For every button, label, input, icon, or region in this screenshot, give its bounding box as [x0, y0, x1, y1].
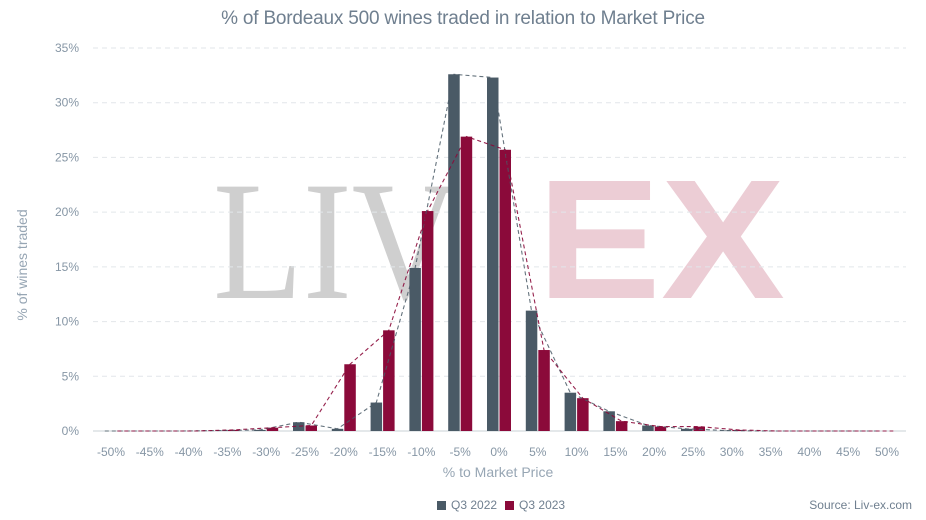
legend-item-q3-2023[interactable]: Q3 2023 — [505, 498, 565, 512]
bar-q3-2023 — [266, 427, 279, 431]
y-tick-label: 5% — [62, 369, 80, 383]
bar-q3-2022 — [293, 422, 305, 431]
x-tick-label: -20% — [330, 445, 358, 459]
bar-q3-2023 — [344, 364, 356, 431]
x-tick-label: -25% — [291, 445, 319, 459]
x-tick-labels: -50% -45% -40% -35% -30% -25% -20% -15% -10% -5% 0… — [97, 445, 899, 459]
y-tick-label: 0% — [62, 424, 80, 438]
x-tick-label: 45% — [836, 445, 860, 459]
y-tick-label: 25% — [55, 150, 79, 164]
bar-q3-2022 — [331, 428, 344, 431]
bar-q3-2023 — [654, 426, 667, 431]
x-tick-label: -5% — [450, 445, 472, 459]
bar-q3-2022 — [448, 74, 460, 432]
x-tick-label: -15% — [369, 445, 397, 459]
bar-q3-2023 — [460, 136, 473, 431]
trend-line-q3-2022 — [104, 73, 881, 432]
y-tick-label: 15% — [55, 260, 79, 274]
legend-label-q3-2022: Q3 2022 — [451, 498, 498, 512]
x-tick-label: -35% — [213, 445, 241, 459]
bar-q3-2022 — [525, 310, 538, 431]
bar-q3-2023 — [383, 330, 395, 431]
legend-swatch-q3-2022 — [437, 500, 446, 510]
x-tick-label: -40% — [175, 445, 203, 459]
x-tick-label: 40% — [797, 445, 821, 459]
bar-q3-2022 — [564, 392, 577, 431]
x-tick-label: -50% — [97, 445, 125, 459]
bar-q3-2023 — [538, 350, 550, 431]
x-tick-label: 15% — [603, 445, 627, 459]
x-tick-label: 50% — [875, 445, 899, 459]
bar-q3-2023 — [499, 149, 511, 432]
legend-label-q3-2023: Q3 2023 — [519, 498, 566, 512]
bar-q3-2022 — [370, 402, 383, 431]
bar-q3-2023 — [732, 429, 744, 431]
legend: Q3 2022 Q3 2023 — [437, 498, 565, 512]
bar-q3-2022 — [409, 267, 421, 431]
bars — [215, 74, 744, 432]
bar-q3-2022 — [487, 77, 499, 431]
bar-q3-2022 — [642, 425, 654, 431]
x-tick-label: 25% — [681, 445, 705, 459]
bar-q3-2022 — [215, 430, 227, 431]
watermark: LIV EX — [213, 145, 785, 335]
x-tick-label: -10% — [407, 445, 435, 459]
x-tick-label: 10% — [565, 445, 589, 459]
x-tick-label: 30% — [720, 445, 744, 459]
bar-q3-2022 — [603, 411, 615, 431]
bar-q3-2023 — [305, 425, 317, 431]
bar-q3-2023 — [577, 398, 589, 431]
chart-title: % of Bordeaux 500 wines traded in relati… — [221, 8, 705, 29]
y-tick-label: 35% — [55, 41, 79, 55]
y-tick-label: 30% — [55, 96, 79, 110]
trend-lines — [104, 73, 894, 432]
x-tick-label: 35% — [759, 445, 783, 459]
x-tick-label: 20% — [642, 445, 666, 459]
x-tick-label: 0% — [490, 445, 508, 459]
y-tick-label: 10% — [55, 315, 79, 329]
x-tick-label: -45% — [136, 445, 164, 459]
y-tick-labels: 0% 5% 10% 15% 20% 25% 30% 35% — [55, 41, 79, 438]
bar-q3-2022 — [681, 428, 693, 431]
watermark-ex-text: EX — [537, 145, 785, 335]
source-note: Source: Liv-ex.com — [809, 498, 912, 512]
x-tick-label: 5% — [529, 445, 547, 459]
legend-swatch-q3-2023 — [505, 500, 515, 510]
legend-item-q3-2022[interactable]: Q3 2022 — [437, 498, 497, 512]
bar-q3-2023 — [615, 421, 628, 431]
bar-q3-2022 — [254, 429, 266, 431]
y-tick-label: 20% — [55, 205, 79, 219]
trend-line-q3-2023 — [117, 135, 894, 432]
x-tick-label: -30% — [252, 445, 280, 459]
bar-q3-2023 — [421, 211, 434, 431]
watermark-liv-text: LIV — [213, 147, 458, 335]
bar-q3-2022 — [719, 430, 732, 431]
x-axis-label: % to Market Price — [442, 464, 554, 480]
